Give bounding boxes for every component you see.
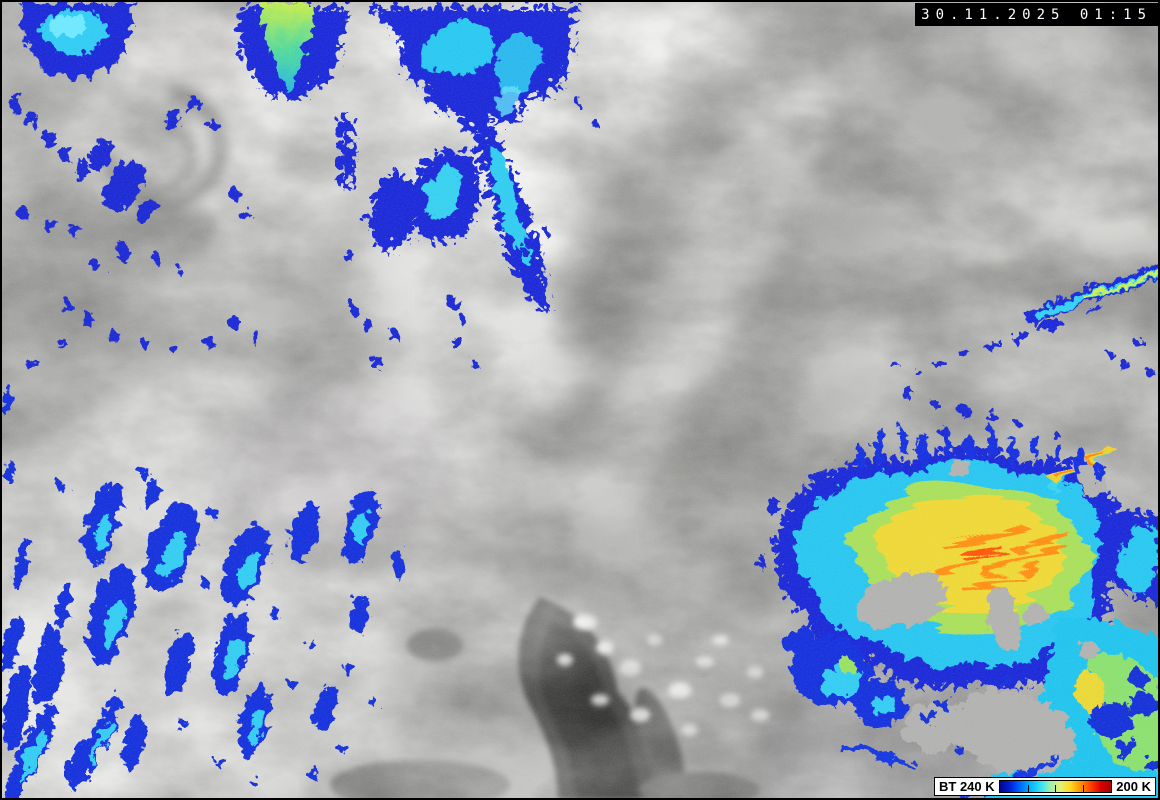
- colorbar-tick: [1055, 785, 1057, 792]
- timestamp-overlay: 30.11.2025 01:15: [915, 3, 1158, 26]
- colorbar-max-label: 200 K: [1116, 779, 1151, 794]
- colorbar-tick: [1027, 785, 1029, 792]
- colorbar-tick: [1083, 785, 1085, 792]
- colorbar-min-label: BT 240 K: [939, 779, 995, 794]
- timestamp-text: 30.11.2025 01:15: [921, 6, 1152, 23]
- colorbar-legend: BT 240 K 200 K: [934, 777, 1156, 796]
- colorbar-gradient: [998, 780, 1113, 793]
